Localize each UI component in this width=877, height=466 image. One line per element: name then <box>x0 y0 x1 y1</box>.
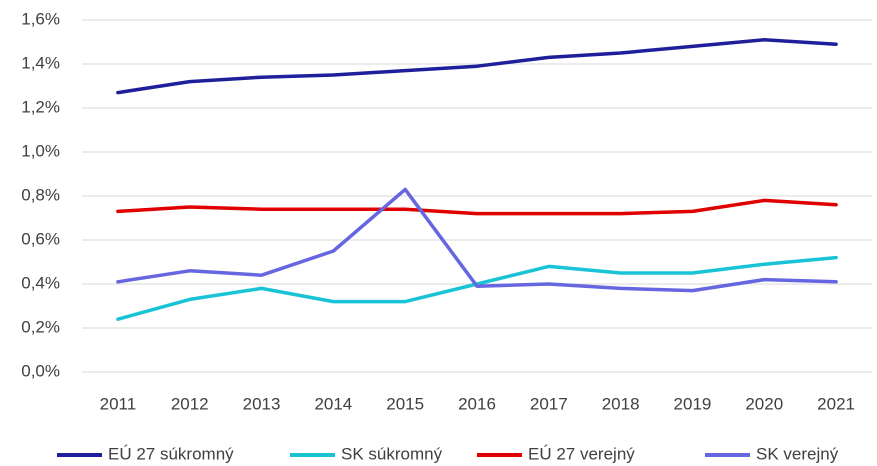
y-tick-label: 0,6% <box>21 229 60 248</box>
x-tick-label: 2021 <box>817 394 855 413</box>
x-tick-label: 2018 <box>602 394 640 413</box>
x-tick-label: 2013 <box>243 394 281 413</box>
y-tick-label: 1,0% <box>21 141 60 160</box>
series-line <box>116 198 838 216</box>
x-tick-label: 2011 <box>100 394 137 413</box>
legend-label: EÚ 27 verejný <box>528 444 635 463</box>
y-tick-label: 0,0% <box>21 361 60 380</box>
x-tick-label: 2019 <box>674 394 712 413</box>
y-tick-label: 0,2% <box>21 317 60 336</box>
series-line <box>116 255 838 321</box>
y-tick-label: 1,4% <box>21 53 60 72</box>
x-tick-label: 2015 <box>386 394 424 413</box>
x-tick-label: 2016 <box>458 394 496 413</box>
x-tick-label: 2014 <box>314 394 352 413</box>
x-tick-label: 2020 <box>745 394 783 413</box>
y-tick-label: 1,2% <box>21 97 60 116</box>
series-line <box>116 38 838 95</box>
legend-label: SK súkromný <box>341 444 443 463</box>
y-tick-label: 0,8% <box>21 185 60 204</box>
x-tick-label: 2017 <box>530 394 568 413</box>
legend-label: EÚ 27 súkromný <box>108 444 234 463</box>
x-tick-label: 2012 <box>171 394 209 413</box>
legend-label: SK verejný <box>756 444 839 463</box>
y-tick-label: 1,6% <box>21 9 60 28</box>
y-tick-label: 0,4% <box>21 273 60 292</box>
series-line <box>116 187 838 293</box>
